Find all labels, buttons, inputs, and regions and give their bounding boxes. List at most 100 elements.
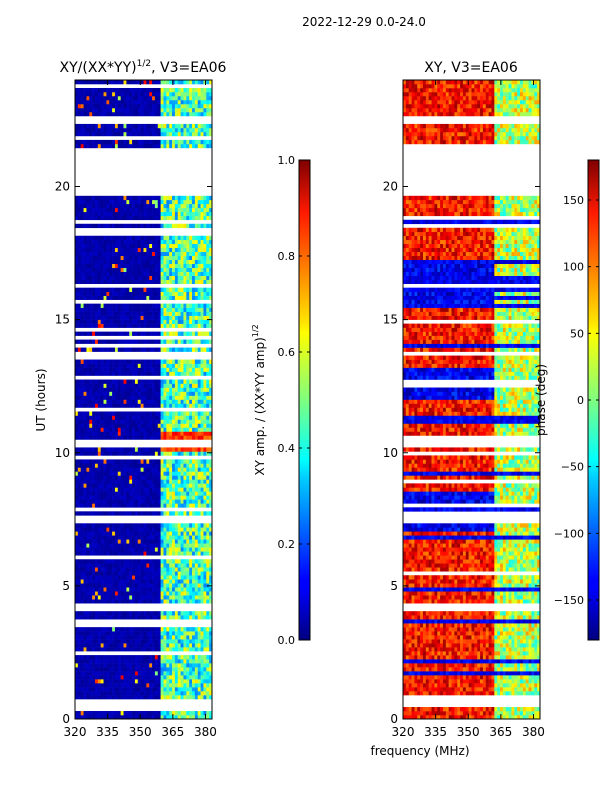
heatmap-cell — [132, 371, 136, 376]
heatmap-cell — [152, 395, 156, 400]
heatmap-cell — [123, 399, 127, 404]
heatmap-cell — [80, 295, 84, 300]
heatmap-cell — [160, 347, 164, 352]
heatmap-cell — [197, 331, 201, 336]
heatmap-cell — [75, 675, 79, 680]
heatmap-cell — [169, 435, 173, 440]
heatmap-cell — [157, 271, 161, 276]
heatmap-cell — [134, 347, 139, 352]
heatmap-cell — [114, 423, 119, 428]
heatmap-cell — [103, 203, 107, 209]
heatmap-cell — [180, 535, 184, 540]
heatmap-cell — [92, 347, 96, 352]
heatmap-cell — [112, 367, 116, 372]
heatmap-cell — [80, 687, 84, 692]
heatmap-cell — [149, 323, 153, 328]
heatmap-cell — [197, 583, 201, 588]
heatmap-cell — [117, 591, 121, 596]
heatmap-cell — [132, 495, 136, 500]
heatmap-cell — [203, 627, 207, 632]
heatmap-cell — [157, 655, 161, 660]
heatmap-cell — [174, 199, 179, 205]
heatmap-cell — [109, 431, 113, 436]
heatmap-cell — [166, 655, 170, 660]
heatmap-cell — [183, 535, 187, 540]
heatmap-cell — [114, 711, 119, 716]
heatmap-cell — [194, 287, 199, 292]
heatmap-cell — [77, 247, 81, 253]
heatmap-cell — [126, 715, 130, 719]
heatmap-cell — [80, 531, 84, 536]
heatmap-cell — [126, 387, 130, 392]
heatmap-cell — [100, 319, 104, 324]
heatmap-cell — [163, 427, 167, 432]
heatmap-cell — [126, 683, 130, 688]
heatmap-cell — [177, 411, 181, 416]
heatmap-cell — [177, 347, 181, 352]
heatmap-cell — [103, 431, 107, 436]
heatmap-cell — [197, 279, 201, 284]
heatmap-cell — [183, 499, 187, 504]
heatmap-cell — [114, 487, 119, 492]
heatmap-cell — [134, 663, 139, 668]
heatmap-cell — [117, 427, 121, 432]
heatmap-cell — [200, 263, 204, 268]
heatmap-cell — [189, 267, 193, 272]
heatmap-cell — [206, 615, 210, 620]
heatmap-cell — [94, 291, 99, 296]
heatmap-cell — [86, 631, 90, 636]
heatmap-cell — [146, 395, 150, 400]
heatmap-cell — [103, 503, 107, 508]
heatmap-cell — [186, 483, 190, 488]
heatmap-cell — [75, 643, 79, 648]
heatmap-cell — [163, 599, 167, 604]
heatmap-cell — [194, 523, 199, 528]
heatmap-cell — [86, 643, 90, 648]
heatmap-cell — [80, 303, 84, 308]
heatmap-cell — [189, 499, 193, 504]
heatmap-cell — [103, 223, 107, 229]
heatmap-cell — [126, 275, 130, 280]
heatmap-cell — [154, 271, 159, 276]
heatmap-cell — [200, 611, 204, 616]
heatmap-cell — [172, 423, 176, 428]
heatmap-cell — [100, 715, 104, 719]
heatmap-cell — [174, 383, 179, 388]
heatmap-cell — [126, 675, 130, 680]
heatmap-cell — [197, 587, 201, 592]
heatmap-cell — [109, 423, 113, 428]
heatmap-cell — [180, 675, 184, 680]
heatmap-cell — [137, 199, 141, 205]
heatmap-cell — [123, 259, 127, 265]
heatmap-cell — [106, 339, 110, 344]
heatmap-cell — [77, 303, 81, 308]
heatmap-cell — [149, 271, 153, 276]
heatmap-cell — [166, 531, 170, 536]
heatmap-cell — [189, 403, 193, 408]
heatmap-cell — [152, 207, 156, 213]
heatmap-cell — [206, 419, 210, 424]
heatmap-cell — [140, 247, 144, 253]
heatmap-cell — [120, 575, 124, 580]
heatmap-cell — [160, 339, 164, 344]
heatmap-cell — [160, 431, 164, 436]
heatmap-cell — [157, 423, 161, 428]
heatmap-cell — [129, 671, 133, 676]
heatmap-cell — [114, 551, 119, 556]
heatmap-cell — [180, 479, 184, 484]
heatmap-cell — [186, 371, 190, 376]
heatmap-cell — [180, 611, 184, 616]
heatmap-cell — [103, 563, 107, 568]
heatmap-cell — [197, 247, 201, 253]
heatmap-cell — [194, 583, 199, 588]
heatmap-cell — [80, 539, 84, 544]
heatmap-cell — [86, 243, 90, 249]
heatmap-cell — [117, 271, 121, 276]
heatmap-cell — [189, 567, 193, 572]
heatmap-cell — [146, 259, 150, 265]
heatmap-cell — [114, 687, 119, 692]
heatmap-cell — [83, 575, 87, 580]
heatmap-cell — [83, 631, 87, 636]
heatmap-cell — [75, 203, 79, 209]
heatmap-cell — [180, 631, 184, 636]
